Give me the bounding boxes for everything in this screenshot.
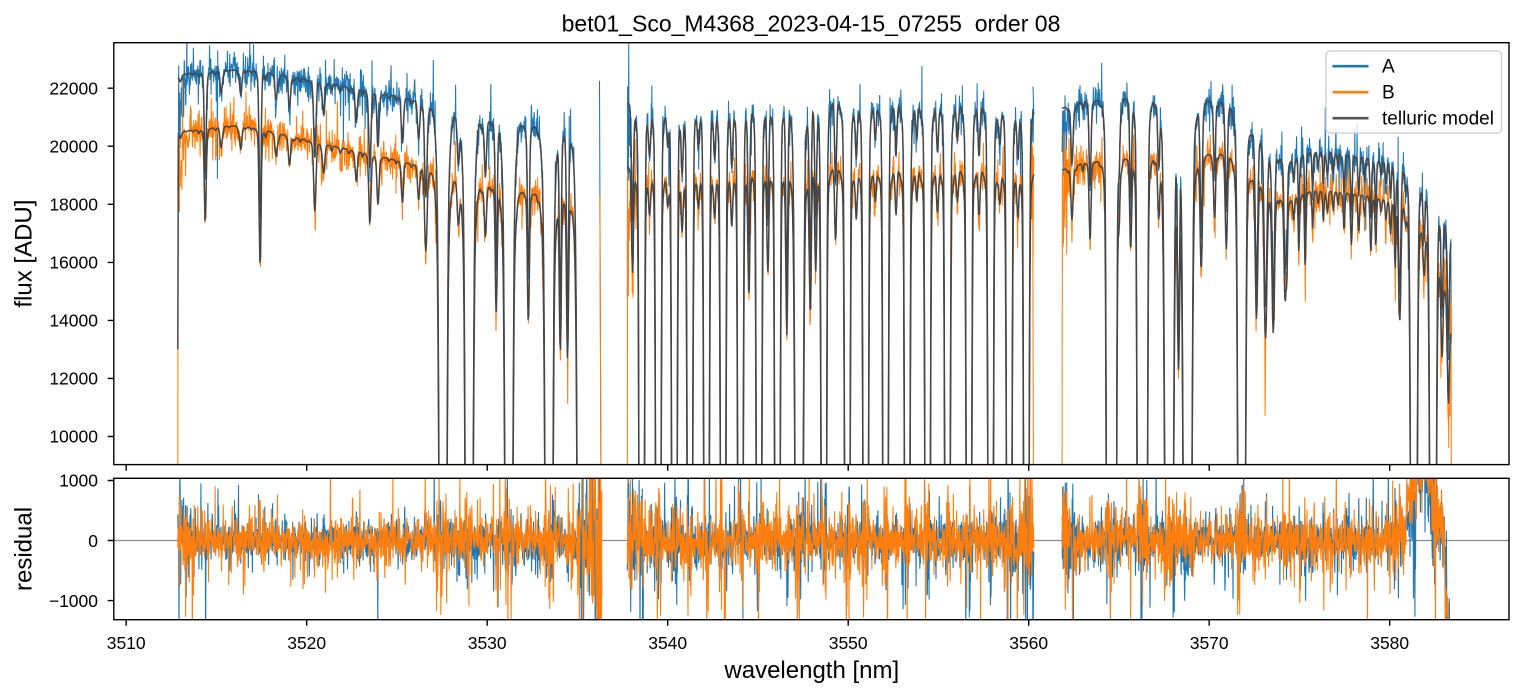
svg-text:3520: 3520 — [287, 633, 326, 653]
svg-text:3550: 3550 — [829, 633, 868, 653]
svg-text:3530: 3530 — [468, 633, 507, 653]
svg-text:3560: 3560 — [1009, 633, 1048, 653]
svg-text:22000: 22000 — [49, 78, 98, 98]
svg-text:10000: 10000 — [49, 427, 98, 447]
svg-text:3510: 3510 — [107, 633, 146, 653]
svg-text:B: B — [1382, 82, 1395, 103]
svg-text:bet01_Sco_M4368_2023-04-15_072: bet01_Sco_M4368_2023-04-15_07255 order 0… — [562, 11, 1061, 37]
svg-text:18000: 18000 — [49, 195, 98, 215]
svg-text:−1000: −1000 — [49, 591, 98, 611]
svg-text:3540: 3540 — [648, 633, 687, 653]
svg-text:wavelength [nm]: wavelength [nm] — [723, 657, 899, 684]
svg-text:residual: residual — [11, 507, 38, 591]
svg-text:1000: 1000 — [59, 471, 98, 491]
svg-text:12000: 12000 — [49, 369, 98, 389]
svg-text:telluric model: telluric model — [1382, 108, 1494, 129]
svg-text:14000: 14000 — [49, 311, 98, 331]
svg-text:flux [ADU]: flux [ADU] — [11, 200, 38, 308]
svg-text:A: A — [1382, 56, 1395, 77]
svg-text:3570: 3570 — [1190, 633, 1229, 653]
svg-text:16000: 16000 — [49, 253, 98, 273]
svg-text:0: 0 — [88, 531, 98, 551]
svg-text:3580: 3580 — [1370, 633, 1409, 653]
svg-text:20000: 20000 — [49, 136, 98, 156]
